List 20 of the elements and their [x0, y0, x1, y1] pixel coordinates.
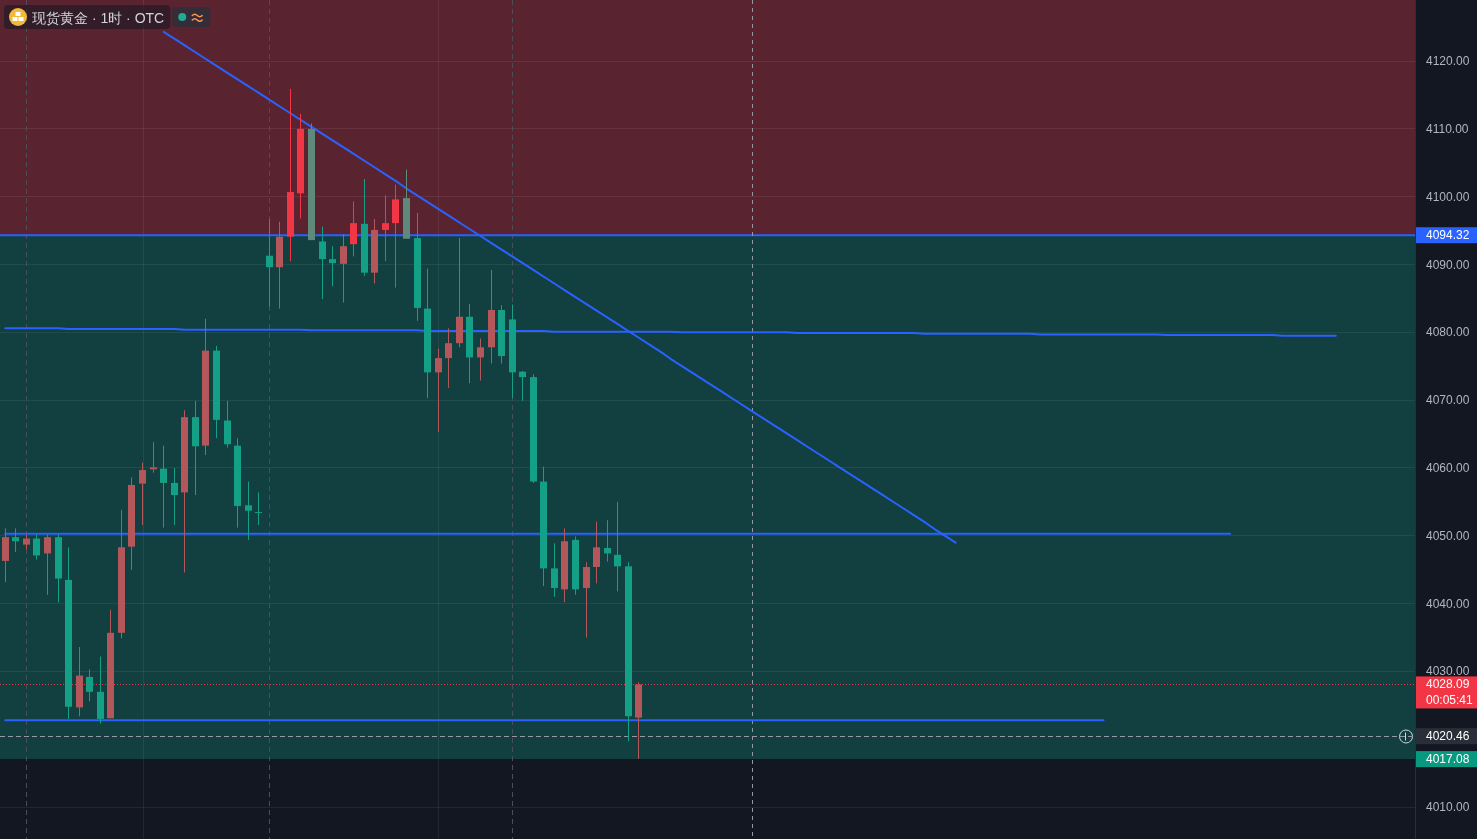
ref-line-label: 4020.46 — [1426, 729, 1470, 744]
y-tick-label: 4070.00 — [1426, 393, 1470, 408]
y-tick-label: 4080.00 — [1426, 325, 1470, 340]
y-tick-label: 4010.00 — [1426, 800, 1470, 815]
y-tick-label: 4050.00 — [1426, 528, 1470, 543]
y-tick-label: 4100.00 — [1426, 189, 1470, 204]
title: 现货黄金 · 1时 · OTC — [32, 10, 165, 26]
price-label: 4094.32 — [1416, 227, 1477, 244]
y-tick-label: 4060.00 — [1426, 461, 1470, 475]
price-label: 4017.08 — [1416, 751, 1477, 768]
y-tick-label: 4030.00 — [1426, 664, 1470, 679]
band-label: 4017.08 — [1426, 752, 1470, 767]
ref-line-label: 4028.09 00:05:41 — [1426, 677, 1474, 708]
y-tick-label: 4110.00 — [1426, 121, 1469, 136]
price-label: 4028.09 00:05:41 — [1416, 676, 1477, 709]
y-tick-label: 4090.00 — [1426, 257, 1470, 272]
y-tick-label: 4040.00 — [1426, 596, 1470, 611]
price-label: 4020.46 — [1416, 728, 1477, 745]
y-tick-label: 4120.00 — [1426, 54, 1470, 69]
ref-line-label: 4094.32 — [1426, 228, 1470, 243]
